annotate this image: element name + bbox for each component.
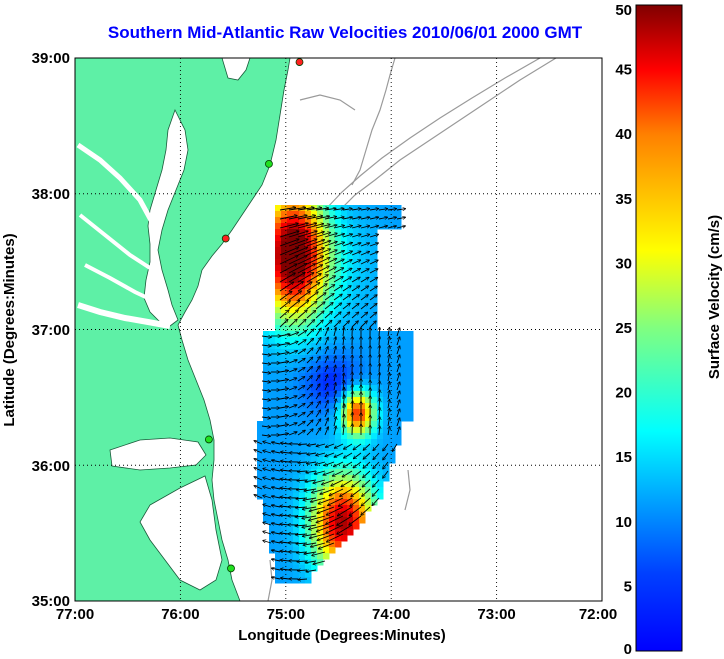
colorbar-tick-label: 35 bbox=[615, 191, 632, 208]
y-tick-label: 38:00 bbox=[32, 186, 70, 203]
x-axis-ticks: 77:00 76:00 75:00 74:00 73:00 72:00 bbox=[56, 606, 617, 623]
delaware-bay bbox=[221, 58, 251, 81]
rappahannock-river bbox=[78, 213, 152, 270]
pamlico-sound bbox=[139, 475, 223, 591]
colorbar-tick-label: 15 bbox=[615, 449, 632, 466]
colorbar-tick-label: 40 bbox=[615, 126, 632, 143]
velocity-vectors bbox=[254, 207, 405, 579]
map-plot-area bbox=[75, 58, 602, 601]
hf-radar-sites bbox=[204, 58, 304, 573]
grid-lines bbox=[75, 58, 602, 601]
y-tick-label: 35:00 bbox=[32, 593, 70, 610]
colorbar-gradient bbox=[635, 4, 683, 652]
x-tick-label: 76:00 bbox=[161, 606, 199, 623]
radar-site-marker bbox=[221, 234, 230, 243]
colorbar-tick-label: 0 bbox=[624, 641, 632, 658]
radar-site-marker bbox=[204, 435, 213, 444]
x-tick-label: 74:00 bbox=[372, 606, 410, 623]
colorbar-tick-label: 30 bbox=[615, 255, 632, 272]
y-axis-label: Latitude (Degrees:Minutes) bbox=[1, 233, 18, 426]
y-tick-label: 39:00 bbox=[32, 50, 70, 67]
colorbar-tick-label: 5 bbox=[624, 578, 632, 595]
radar-site-marker bbox=[295, 58, 304, 66]
james-river bbox=[77, 302, 171, 329]
colorbar-tick-label: 20 bbox=[615, 385, 632, 402]
colorbar-label: Surface Velocity (cm/s) bbox=[706, 215, 723, 379]
colorbar-tick-label: 25 bbox=[615, 320, 632, 337]
potomac-river bbox=[76, 142, 155, 224]
x-tick-label: 77:00 bbox=[56, 606, 94, 623]
x-tick-label: 75:00 bbox=[267, 606, 305, 623]
y-tick-label: 37:00 bbox=[32, 322, 70, 339]
radar-site-marker bbox=[227, 564, 235, 573]
plot-frame bbox=[74, 57, 603, 602]
y-tick-label: 36:00 bbox=[32, 458, 70, 475]
radar-site-marker bbox=[265, 159, 273, 168]
x-axis-label: Longitude (Degrees:Minutes) bbox=[238, 627, 446, 644]
y-axis-ticks: 39:00 38:00 37:00 36:00 35:00 bbox=[32, 50, 70, 610]
colorbar-tick-label: 50 bbox=[615, 2, 632, 19]
albemarle-sound bbox=[109, 437, 207, 471]
figure-title: Southern Mid-Atlantic Raw Velocities 201… bbox=[108, 23, 583, 42]
york-river bbox=[84, 263, 153, 302]
colorbar-tick-label: 45 bbox=[615, 62, 632, 79]
colorbar-tick-label: 10 bbox=[615, 514, 632, 531]
x-tick-label: 73:00 bbox=[477, 606, 515, 623]
x-tick-label: 72:00 bbox=[579, 606, 617, 623]
